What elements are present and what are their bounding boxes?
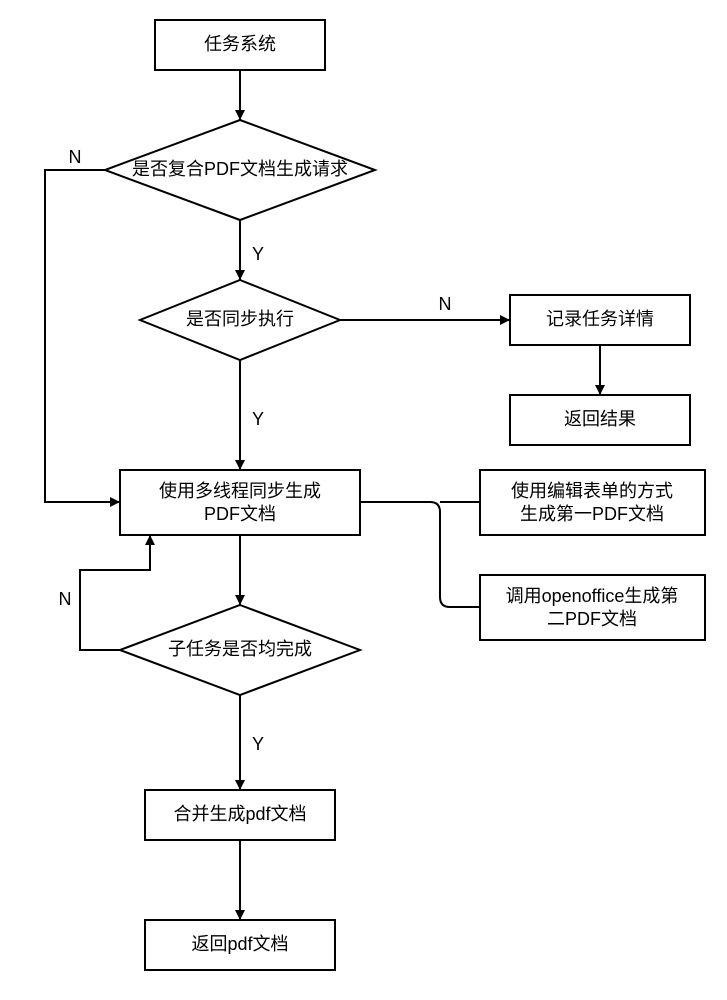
- node-d2: 是否同步执行: [140, 280, 340, 360]
- d2-label: 是否同步执行: [186, 309, 294, 329]
- label-d1-n: N: [69, 147, 82, 167]
- label-d2-n: N: [439, 294, 452, 314]
- node-d1: 是否复合PDF文档生成请求: [105, 120, 375, 220]
- node-merge: 合并生成pdf文档: [145, 790, 335, 840]
- label-d2-y: Y: [252, 409, 264, 429]
- second-pdf-label1: 调用openoffice生成第: [506, 586, 679, 606]
- node-start: 任务系统: [155, 20, 325, 70]
- node-return-pdf: 返回pdf文档: [145, 920, 335, 970]
- edge-d1-multi: [45, 170, 120, 502]
- record-task-label: 记录任务详情: [546, 309, 654, 329]
- return-pdf-label: 返回pdf文档: [191, 934, 288, 954]
- d3-label: 子任务是否均完成: [168, 639, 312, 659]
- return-result-label: 返回结果: [564, 409, 636, 429]
- multi-label2: PDF文档: [204, 504, 276, 524]
- merge-label: 合并生成pdf文档: [173, 804, 306, 824]
- node-record-task: 记录任务详情: [510, 295, 690, 345]
- edge-multi-branches: [360, 502, 480, 607]
- second-pdf-label2: 二PDF文档: [547, 609, 637, 629]
- label-d3-n: N: [59, 589, 72, 609]
- multi-label1: 使用多线程同步生成: [159, 481, 321, 501]
- node-multithread: 使用多线程同步生成 PDF文档: [120, 470, 360, 535]
- node-second-pdf: 调用openoffice生成第 二PDF文档: [480, 575, 705, 640]
- first-pdf-label1: 使用编辑表单的方式: [511, 481, 673, 501]
- label-d3-y: Y: [252, 734, 264, 754]
- start-label: 任务系统: [204, 34, 276, 54]
- label-d1-y: Y: [252, 244, 264, 264]
- node-return-result: 返回结果: [510, 395, 690, 445]
- edge-d3-multi-loop: [80, 535, 150, 650]
- node-first-pdf: 使用编辑表单的方式 生成第一PDF文档: [480, 470, 705, 535]
- first-pdf-label2: 生成第一PDF文档: [520, 504, 664, 524]
- node-d3: 子任务是否均完成: [120, 605, 360, 695]
- flowchart-canvas: 任务系统 是否复合PDF文档生成请求 是否同步执行 记录任务详情 返回结果 使用…: [0, 0, 727, 1000]
- d1-label: 是否复合PDF文档生成请求: [132, 159, 348, 179]
